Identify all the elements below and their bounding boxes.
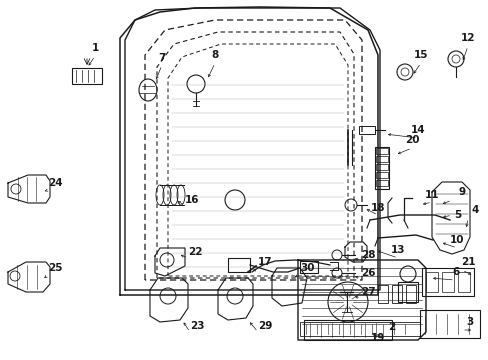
Bar [299,261,317,273]
Bar [441,272,453,292]
Bar [72,68,102,84]
Text: 2: 2 [387,322,395,332]
Text: 13: 13 [390,245,405,255]
Text: 30: 30 [300,263,315,273]
Text: 3: 3 [466,317,473,327]
Text: 7: 7 [158,53,165,63]
Bar [405,285,415,303]
Text: 6: 6 [451,267,459,277]
Bar [421,268,473,296]
Text: 27: 27 [360,287,375,297]
Text: 26: 26 [360,268,374,278]
Text: 21: 21 [460,257,474,267]
Bar [375,148,387,154]
Bar [358,126,374,134]
Bar [375,164,387,170]
Text: 18: 18 [370,203,385,213]
Text: 24: 24 [48,178,62,188]
Text: 19: 19 [370,333,385,343]
Bar [375,180,387,186]
Text: 17: 17 [257,257,272,267]
Bar [425,272,437,292]
Text: 8: 8 [211,50,218,60]
Text: 9: 9 [458,187,465,197]
Text: 22: 22 [187,247,202,257]
Text: 12: 12 [460,33,474,43]
Text: 11: 11 [424,190,438,200]
Text: 20: 20 [404,135,418,145]
Bar [397,282,417,302]
Bar [374,147,388,189]
Bar [377,285,387,303]
Bar [304,320,391,340]
Bar [227,258,249,272]
Bar [299,322,419,336]
Bar [419,310,479,338]
Bar [457,272,469,292]
Text: 4: 4 [470,205,478,215]
Bar [375,172,387,178]
Text: 14: 14 [410,125,425,135]
Bar [375,156,387,162]
Text: 16: 16 [184,195,199,205]
Bar [391,285,401,303]
Text: 28: 28 [360,250,374,260]
Text: 1: 1 [91,43,99,53]
Text: 5: 5 [453,210,461,220]
Text: 29: 29 [257,321,272,331]
Text: 15: 15 [413,50,427,60]
Text: 23: 23 [189,321,204,331]
Text: 25: 25 [48,263,62,273]
Text: 10: 10 [449,235,463,245]
